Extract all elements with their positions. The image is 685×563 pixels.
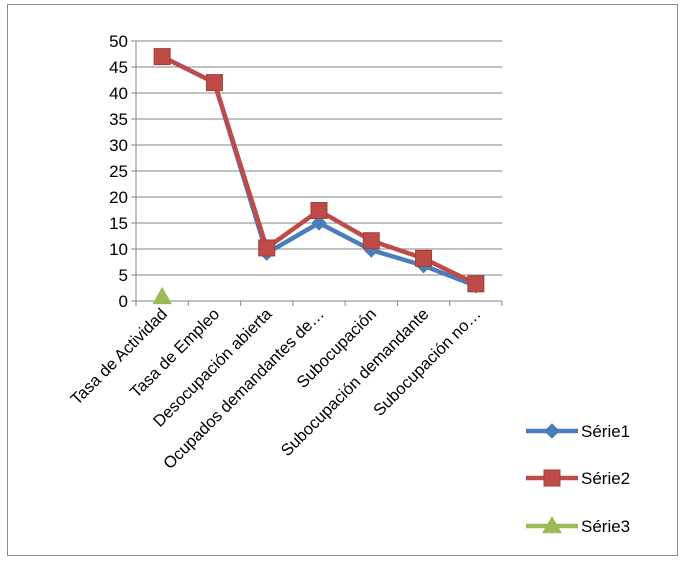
legend-item-3: Série3 [526,515,630,536]
series-2-point [310,202,328,220]
series-2-point [362,232,380,250]
x-tick-label: Tasa de Actividad [67,305,171,409]
series-3 [152,286,173,305]
legend-marker [542,515,562,534]
legend-item-1: Série1 [526,422,630,441]
legend-marker [543,469,561,487]
series-2-point [467,275,485,293]
y-tick-label: 10 [109,240,128,259]
series-2-point [205,74,223,92]
series-2-point [258,239,276,257]
y-tick-label: 45 [109,58,128,77]
y-tick-labels: 0 5 10 15 20 25 30 35 40 45 50 [109,32,128,311]
y-tick-label: 20 [109,188,128,207]
axes [131,40,503,306]
legend-label: Série3 [581,517,630,536]
series-2 [153,48,485,293]
x-tick-label: Tasa de Empleo [127,305,223,401]
series-2-point [415,249,433,267]
series-2-point [153,48,171,66]
y-tick-label: 15 [109,214,128,233]
legend-label: Série2 [581,469,630,488]
series-3-point [152,286,173,305]
y-tick-label: 35 [109,110,128,129]
y-tick-label: 50 [109,32,128,51]
gridlines [136,40,502,276]
legend-label: Série1 [581,422,630,441]
y-tick-label: 0 [119,292,128,311]
y-tick-label: 40 [109,84,128,103]
y-tick-label: 5 [119,266,128,285]
series-1-point [311,215,327,231]
y-tick-label: 30 [109,136,128,155]
chart-frame [7,4,678,556]
legend-marker [544,423,560,439]
series [152,48,485,305]
legend: Série1 Série2 Série3 [526,422,630,536]
legend-item-2: Série2 [526,469,630,488]
y-tick-label: 25 [109,162,128,181]
